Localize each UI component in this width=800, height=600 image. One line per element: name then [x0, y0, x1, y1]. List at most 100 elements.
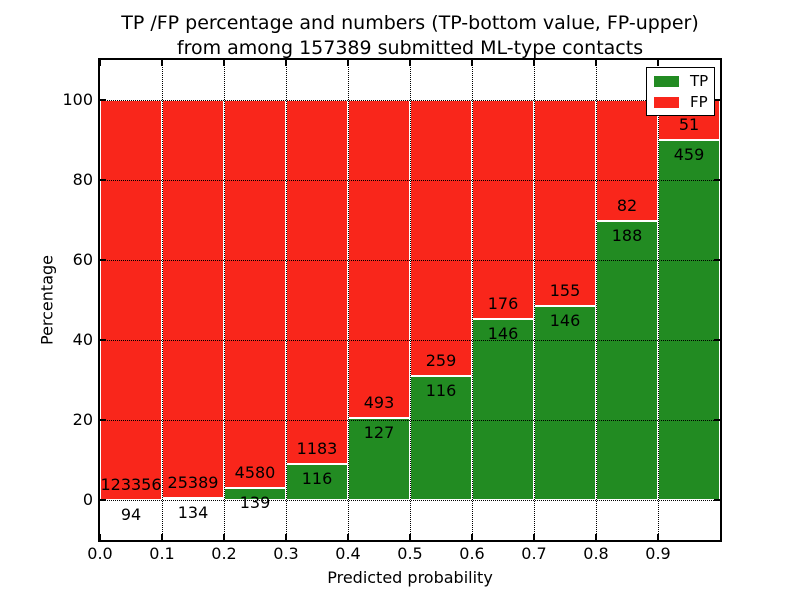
x-axis-label: Predicted probability	[327, 568, 493, 587]
x-axis-tick	[99, 60, 101, 66]
x-tick-label: 0.6	[459, 544, 485, 563]
y-axis-tick	[100, 419, 106, 421]
x-tick-label: 0.8	[583, 544, 609, 563]
y-axis-tick	[100, 99, 106, 101]
y-tick-label: 0	[82, 490, 93, 509]
x-axis-tick	[657, 60, 659, 66]
fp-count-label: 1183	[296, 439, 338, 459]
x-axis-tick	[595, 60, 597, 66]
fp-count-label: 493	[363, 393, 395, 413]
vertical-gridline	[471, 60, 473, 540]
vertical-gridline	[347, 60, 349, 540]
tp-count-label: 127	[363, 423, 395, 443]
tp-count-label: 116	[301, 469, 333, 489]
y-axis-tick	[714, 179, 720, 181]
y-axis-tick	[714, 259, 720, 261]
x-axis-tick	[223, 60, 225, 66]
fp-bar-segment	[162, 100, 224, 498]
x-tick-label: 0.5	[397, 544, 423, 563]
horizontal-gridline	[100, 339, 720, 341]
tp-count-label: 188	[611, 226, 643, 246]
x-axis-tick	[161, 534, 163, 540]
y-axis-tick	[714, 419, 720, 421]
tp-count-label: 459	[673, 145, 705, 164]
x-axis-tick	[533, 60, 535, 66]
horizontal-gridline	[100, 179, 720, 181]
y-axis-tick	[714, 499, 720, 501]
vertical-gridline	[285, 60, 287, 540]
tp-legend-swatch	[654, 75, 679, 87]
tp-count-label: 94	[120, 504, 142, 524]
fp-legend-swatch	[654, 96, 679, 108]
tp-count-label: 134	[177, 502, 209, 522]
vertical-gridline	[533, 60, 535, 540]
x-axis-tick	[99, 534, 101, 540]
fp-count-label: 4580	[234, 463, 276, 483]
tp-count-label: 146	[487, 323, 519, 343]
x-axis-tick	[285, 534, 287, 540]
chart-title: TP /FP percentage and numbers (TP-bottom…	[121, 11, 699, 61]
x-axis-tick	[223, 534, 225, 540]
y-tick-label: 100	[62, 90, 93, 109]
y-axis-tick	[714, 339, 720, 341]
fp-count-label: 123356	[100, 474, 162, 494]
legend-row-fp: FP	[654, 94, 708, 110]
legend: TP FP	[646, 67, 716, 116]
tp-bar-segment	[596, 221, 658, 500]
tp-legend-label: TP	[690, 72, 709, 90]
horizontal-gridline	[100, 99, 720, 101]
y-axis-tick	[100, 339, 106, 341]
x-tick-label: 0.1	[149, 544, 175, 563]
x-axis-tick	[347, 534, 349, 540]
y-axis-tick	[100, 179, 106, 181]
fp-legend-label: FP	[690, 93, 708, 111]
x-axis-tick	[657, 534, 659, 540]
vertical-gridline	[409, 60, 411, 540]
vertical-gridline	[223, 60, 225, 540]
x-tick-label: 0.4	[335, 544, 361, 563]
tp-bar-segment	[348, 418, 410, 500]
x-tick-label: 0.7	[521, 544, 547, 563]
y-tick-label: 60	[72, 250, 93, 269]
chart-title-line1: TP /FP percentage and numbers (TP-bottom…	[121, 12, 699, 34]
x-tick-label: 0.2	[211, 544, 237, 563]
chart-title-line2: from among 157389 submitted ML-type cont…	[176, 37, 644, 59]
x-axis-tick	[409, 60, 411, 66]
tp-bar-segment	[534, 305, 596, 500]
x-axis-tick	[471, 534, 473, 540]
plot-area: TP FP 123356 94 25389 134 4580 139 1183 116 493 1…	[98, 58, 722, 542]
y-axis-tick	[100, 499, 106, 501]
vertical-gridline	[161, 60, 163, 540]
tp-count-label: 146	[549, 310, 581, 330]
tp-bar-segment	[472, 318, 534, 500]
x-tick-label: 0.0	[87, 544, 113, 563]
y-tick-label: 80	[72, 170, 93, 189]
tp-count-label: 139	[239, 493, 271, 513]
fp-count-label: 155	[549, 280, 581, 300]
horizontal-gridline	[100, 499, 720, 501]
fp-bar-segment	[348, 100, 410, 419]
fp-count-label: 82	[616, 196, 638, 216]
y-axis-tick	[100, 259, 106, 261]
fp-count-label: 176	[487, 293, 519, 313]
fp-count-label: 25389	[167, 472, 219, 492]
vertical-gridline	[595, 60, 597, 540]
fp-bar-segment	[224, 100, 286, 489]
fp-bar-segment	[596, 100, 658, 222]
y-tick-label: 20	[72, 410, 93, 429]
x-axis-tick	[409, 534, 411, 540]
fp-bar-segment	[534, 100, 596, 306]
x-axis-tick	[471, 60, 473, 66]
x-tick-label: 0.3	[273, 544, 299, 563]
legend-row-tp: TP	[654, 73, 708, 89]
x-axis-tick	[161, 60, 163, 66]
fp-bar-segment	[286, 100, 348, 465]
horizontal-gridline	[100, 259, 720, 261]
y-tick-label: 40	[72, 330, 93, 349]
x-tick-label: 0.9	[645, 544, 671, 563]
x-axis-tick	[533, 534, 535, 540]
x-axis-tick	[285, 60, 287, 66]
horizontal-gridline	[100, 419, 720, 421]
fp-bar-segment	[100, 100, 162, 500]
fp-bar-segment	[410, 100, 472, 377]
